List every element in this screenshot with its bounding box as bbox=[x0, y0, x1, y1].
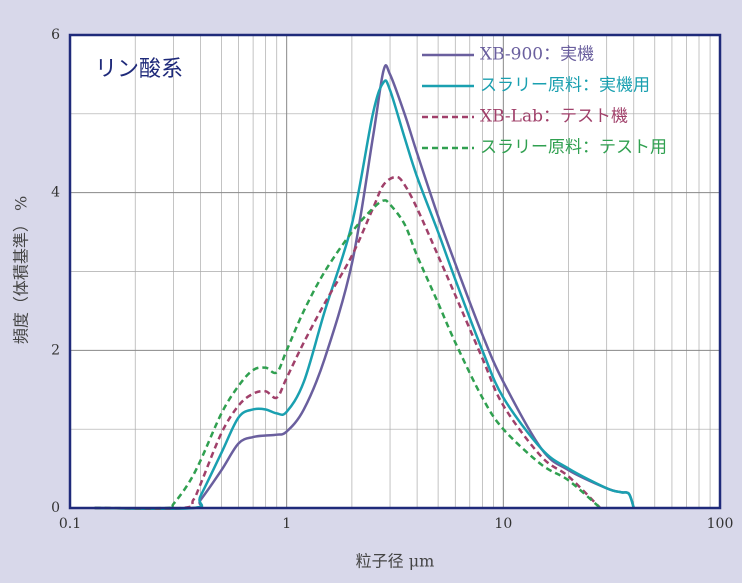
x-tick-label: 1 bbox=[282, 516, 291, 532]
legend-label: スラリー原料：実機用 bbox=[480, 76, 650, 96]
y-tick-label: 2 bbox=[51, 342, 60, 358]
legend-label: スラリー原料：テスト用 bbox=[480, 138, 667, 158]
x-tick-label: 10 bbox=[494, 516, 512, 532]
y-axis-label: 頻度（体積基準） % bbox=[12, 196, 31, 344]
legend-label: XB-900：実機 bbox=[480, 45, 594, 65]
data-line bbox=[94, 199, 602, 510]
y-tick-label: 6 bbox=[51, 27, 60, 43]
plot-border bbox=[68, 33, 722, 510]
x-axis-label: 粒子径 μm bbox=[356, 552, 435, 571]
x-tick-label: 0.1 bbox=[59, 516, 81, 532]
y-tick-label: 0 bbox=[51, 500, 60, 516]
data-line bbox=[94, 79, 635, 511]
data-line bbox=[94, 63, 635, 510]
chart-title: リン酸系 bbox=[95, 57, 183, 82]
x-tick-label: 100 bbox=[707, 516, 734, 532]
data-line bbox=[94, 175, 602, 510]
lines bbox=[94, 63, 635, 511]
legend-label: XB-Lab：テスト機 bbox=[480, 107, 628, 127]
y-tick-label: 4 bbox=[51, 185, 60, 201]
